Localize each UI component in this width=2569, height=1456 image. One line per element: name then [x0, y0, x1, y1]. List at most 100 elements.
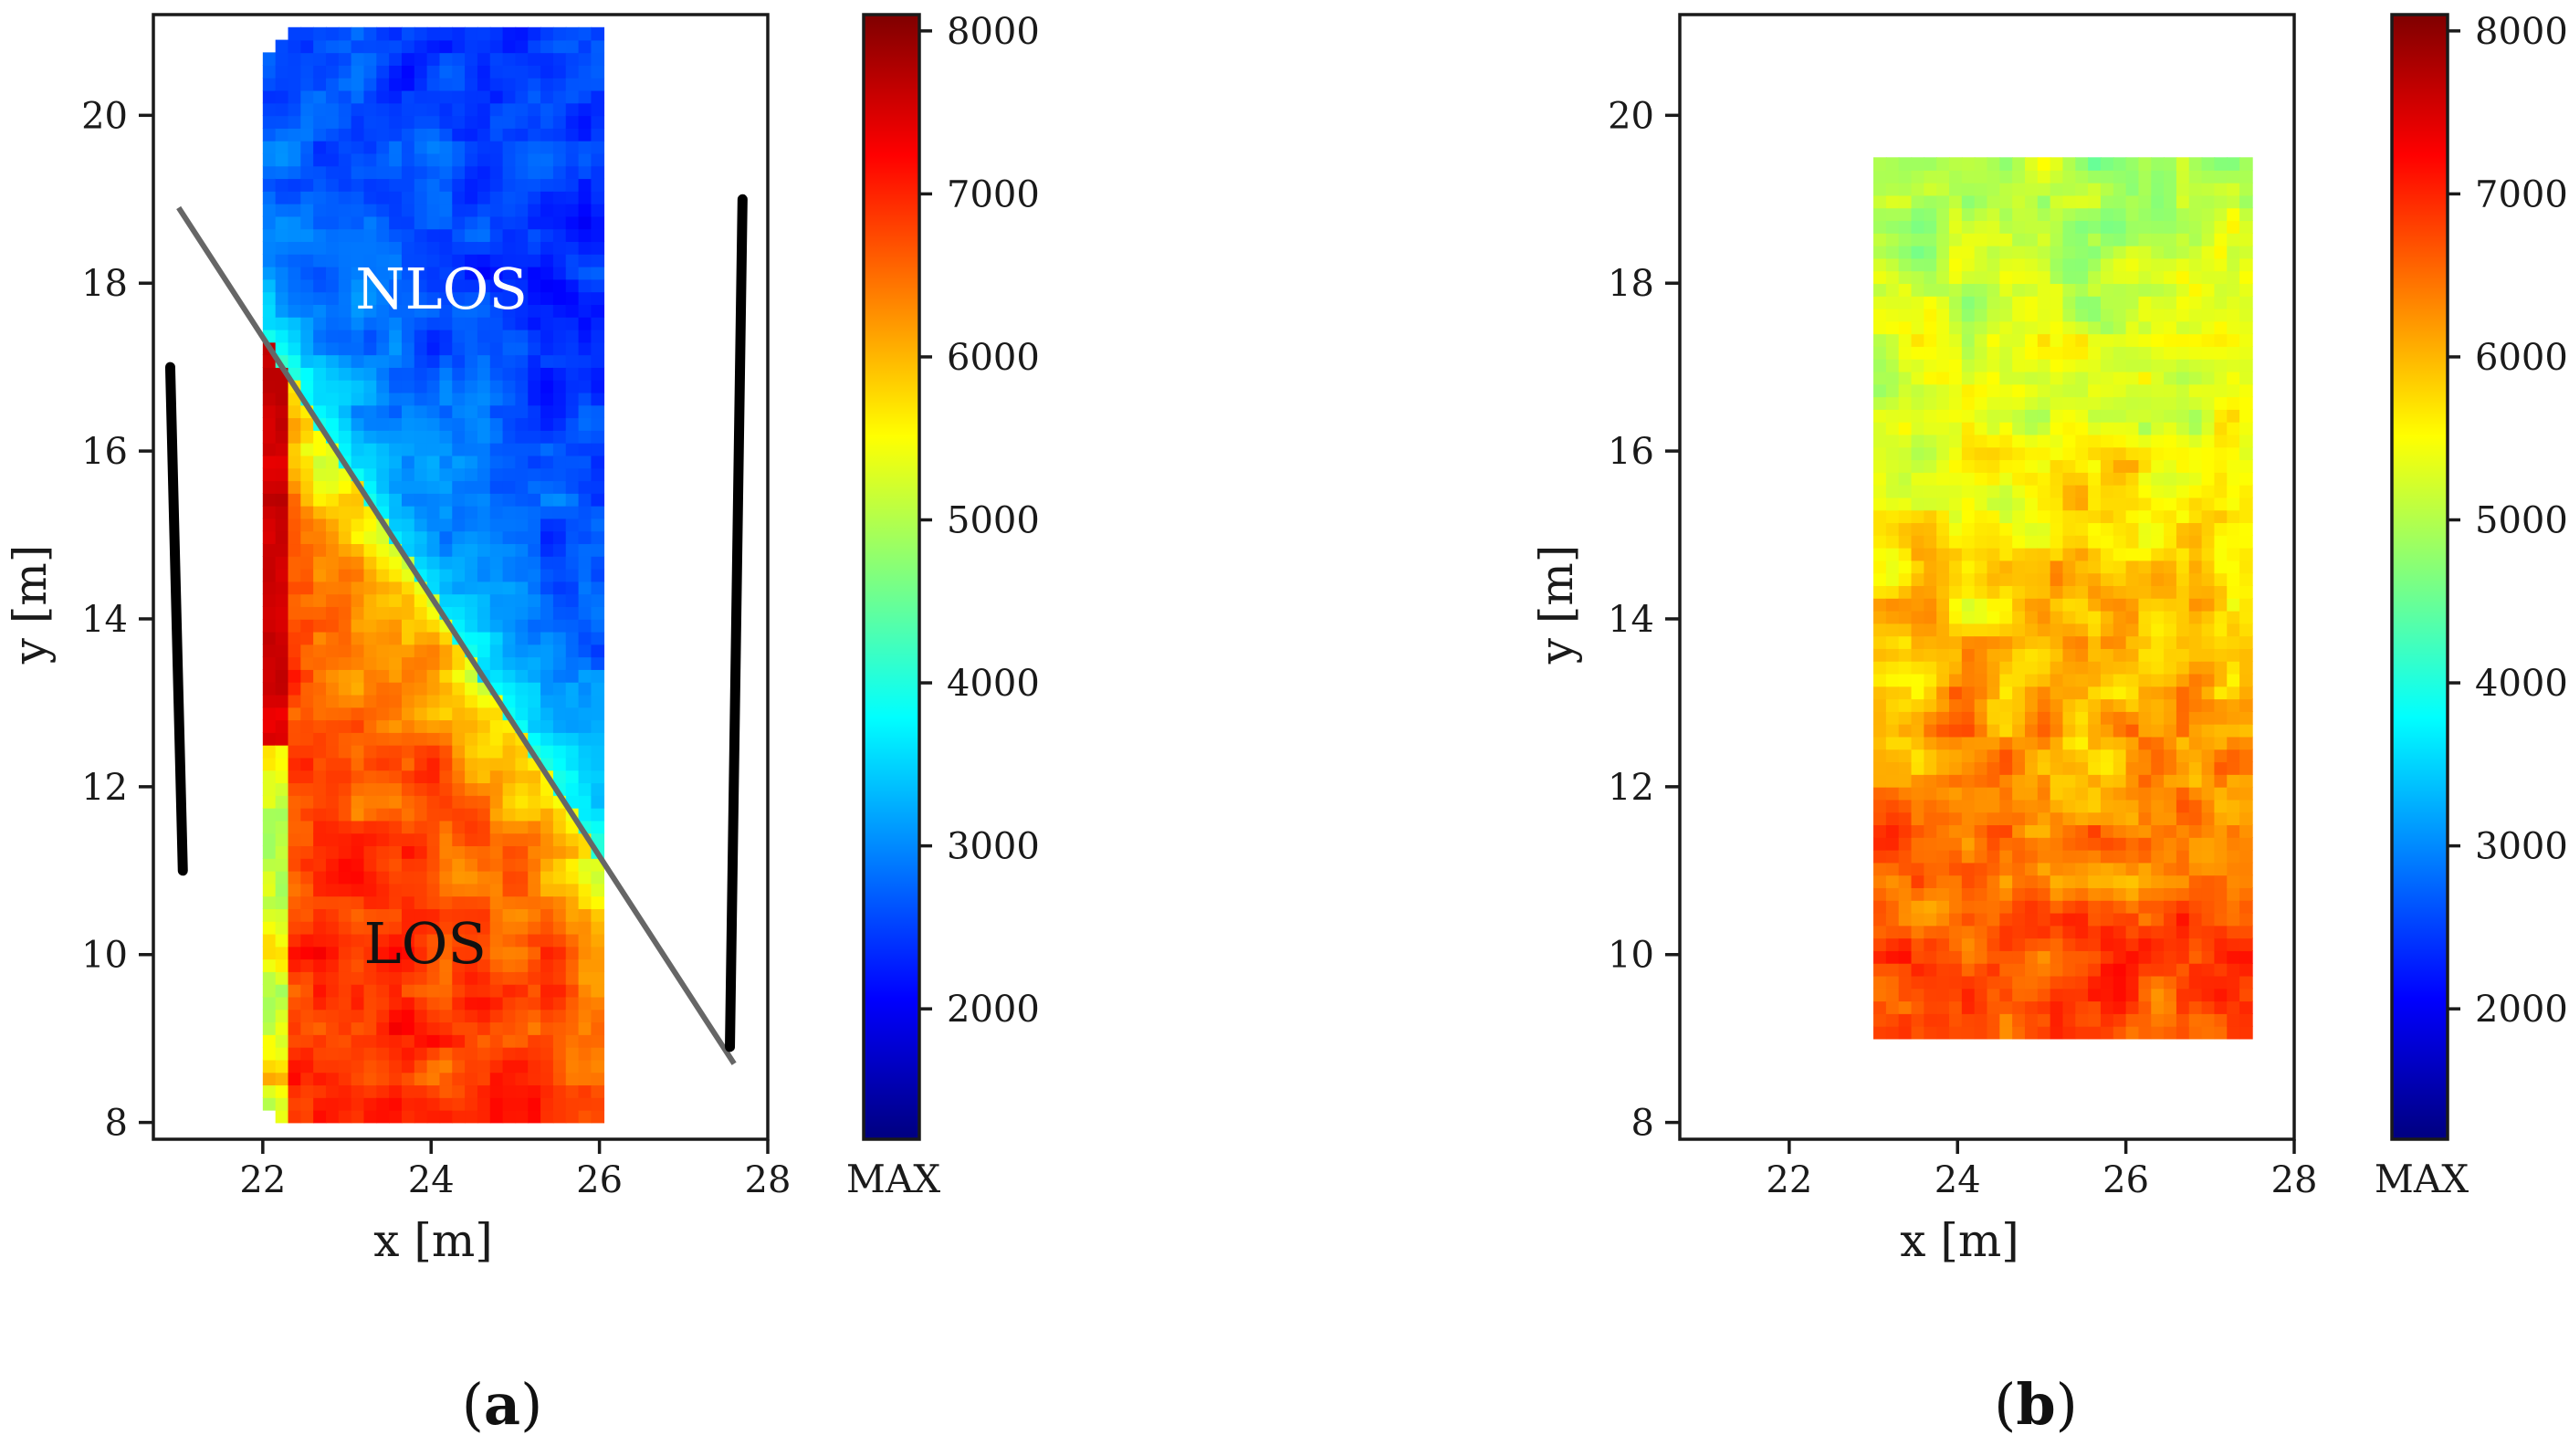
heatmap-cell: [552, 291, 567, 305]
heatmap-cell: [2151, 761, 2165, 775]
heatmap-cell: [262, 996, 277, 1011]
heatmap-cell: [2113, 434, 2127, 448]
heatmap-cell: [262, 455, 277, 469]
heatmap-cell: [528, 543, 541, 557]
heatmap-cell: [389, 1072, 403, 1086]
heatmap-cell: [275, 128, 289, 141]
heatmap-cell: [262, 191, 277, 204]
heatmap-cell: [338, 958, 352, 972]
heatmap-cell: [1911, 623, 1925, 637]
heatmap-cell: [300, 1072, 314, 1086]
heatmap-cell: [1873, 925, 1887, 939]
heatmap-cell: [313, 467, 327, 482]
heatmap-cell: [2062, 220, 2077, 234]
heatmap-cell: [2151, 509, 2165, 524]
heatmap-cell: [1911, 1000, 1925, 1014]
heatmap-cell: [2088, 459, 2102, 473]
heatmap-cell: [2125, 220, 2140, 234]
heatmap-cell: [313, 996, 327, 1011]
heatmap-cell: [1924, 1025, 1937, 1040]
heatmap-cell: [2100, 283, 2114, 297]
heatmap-cell: [540, 266, 554, 280]
heatmap-cell: [338, 556, 352, 570]
heatmap-cell: [1911, 182, 1925, 196]
heatmap-cell: [515, 152, 530, 167]
heatmap-cell: [2214, 585, 2228, 599]
heatmap-cell: [439, 795, 454, 809]
heatmap-cell: [465, 102, 478, 117]
heatmap-cell: [1898, 774, 1913, 788]
heatmap-cell: [1987, 962, 2001, 977]
heatmap-cell: [1961, 761, 1976, 775]
heatmap-cell: [465, 26, 478, 41]
heatmap-cell: [2062, 547, 2077, 561]
heatmap-cell: [2151, 912, 2165, 927]
heatmap-cell: [376, 933, 390, 948]
heatmap-cell: [2024, 1025, 2039, 1040]
heatmap-cell: [313, 89, 327, 104]
heatmap-cell: [275, 593, 289, 607]
heatmap-cell: [2239, 421, 2253, 435]
heatmap-cell: [1898, 459, 1913, 473]
heatmap-cell: [2024, 257, 2039, 272]
heatmap-cell: [414, 1072, 428, 1086]
heatmap-cell: [338, 493, 352, 507]
heatmap-cell: [2214, 320, 2228, 335]
heatmap-cell: [465, 115, 478, 129]
heatmap-cell: [578, 732, 592, 746]
heatmap-cell: [389, 1059, 403, 1074]
heatmap-cell: [2024, 270, 2039, 285]
heatmap-cell: [1911, 698, 1925, 712]
heatmap-cell: [389, 165, 403, 180]
heatmap-cell: [540, 593, 554, 607]
heatmap-cell: [2050, 233, 2064, 246]
heatmap-cell: [338, 543, 352, 557]
heatmap-cell: [338, 631, 352, 645]
heatmap-cell: [275, 858, 289, 872]
heatmap-cell: [465, 304, 478, 318]
heatmap-cell: [1898, 660, 1913, 675]
heatmap-cell: [540, 568, 554, 582]
heatmap-cell: [1885, 270, 1900, 285]
heatmap-cell: [426, 681, 441, 696]
colorbar-gradient: [2390, 13, 2449, 1141]
heatmap-cell: [325, 606, 340, 620]
heatmap-cell: [591, 833, 605, 847]
heatmap-cell: [2176, 950, 2190, 964]
heatmap-cell: [2239, 597, 2253, 612]
heatmap-cell: [426, 618, 441, 633]
heatmap-cell: [2024, 774, 2039, 788]
heatmap-cell: [313, 644, 327, 658]
heatmap-cell: [275, 1097, 289, 1111]
heatmap-cell: [2176, 698, 2190, 712]
heatmap-cell: [1999, 723, 2013, 738]
heatmap-cell: [1873, 962, 1887, 977]
heatmap-cell: [414, 593, 428, 607]
heatmap-cell: [465, 883, 478, 897]
heatmap-cell: [1911, 597, 1925, 612]
heatmap-cell: [2024, 660, 2039, 675]
heatmap-cell: [2088, 887, 2102, 901]
heatmap-cell: [313, 606, 327, 620]
heatmap-cell: [2151, 484, 2165, 498]
heatmap-cell: [1949, 245, 1963, 259]
heatmap-cell: [300, 1084, 314, 1098]
heatmap-cell: [2113, 358, 2127, 372]
heatmap-cell: [262, 618, 277, 633]
heatmap-cell: [426, 845, 441, 859]
heatmap-cell: [2176, 333, 2190, 347]
heatmap-cell: [2024, 220, 2039, 234]
heatmap-cell: [1885, 736, 1900, 750]
heatmap-cell: [325, 556, 340, 570]
heatmap-cell: [1949, 899, 1963, 914]
heatmap-cell: [2188, 1000, 2203, 1014]
heatmap-cell: [2227, 296, 2240, 309]
heatmap-cell: [1885, 522, 1900, 536]
heatmap-cell: [1873, 182, 1887, 196]
heatmap-cell: [376, 694, 390, 708]
heatmap-cell: [552, 858, 567, 872]
heatmap-cell: [2239, 522, 2253, 536]
heatmap-cell: [2113, 723, 2127, 738]
heatmap-cell: [2151, 497, 2165, 511]
heatmap-cell: [2050, 220, 2064, 234]
